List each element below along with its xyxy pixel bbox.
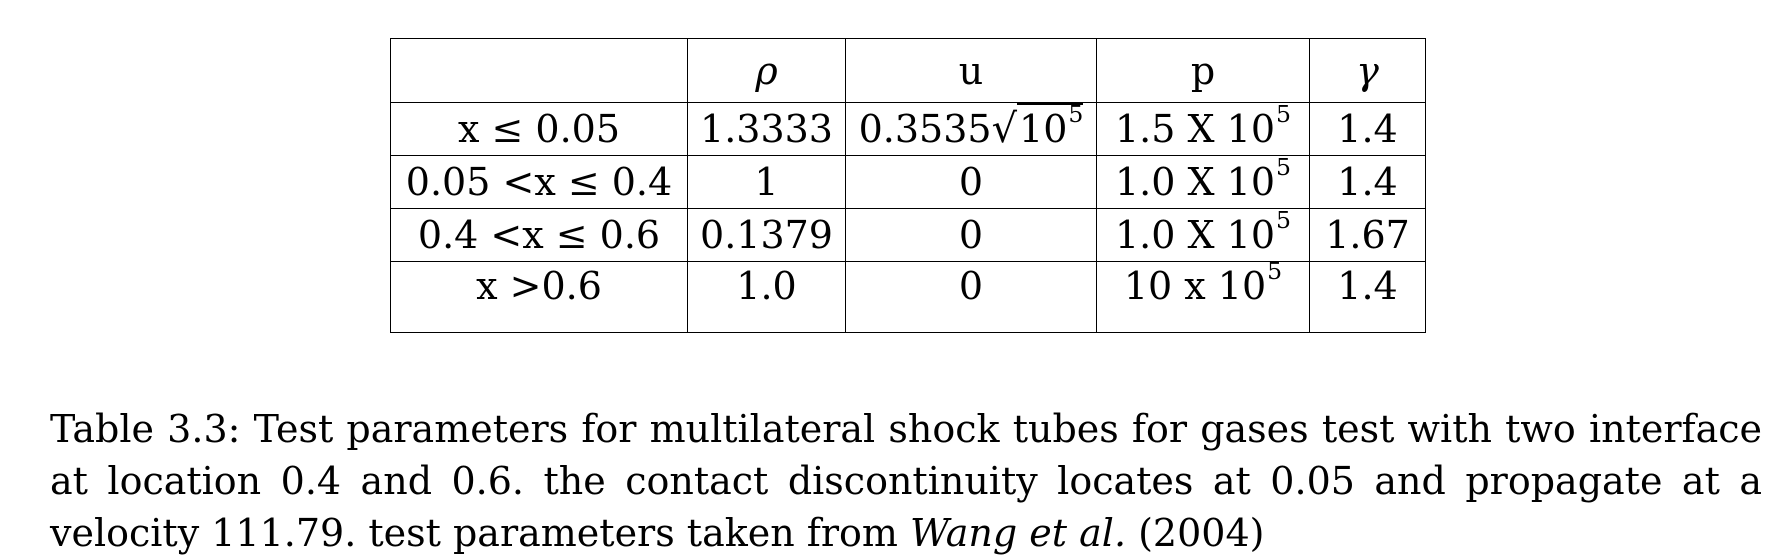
p-exponent: 5	[1276, 205, 1291, 234]
cell-u: 0	[845, 155, 1097, 209]
cell-rho: 1.0	[687, 261, 846, 333]
cell-rho: 1.3333	[687, 102, 846, 156]
cell-region: x ≤ 0.05	[390, 102, 688, 156]
cell-rho: 0.1379	[687, 208, 846, 262]
cell-p: 1.0 X 105	[1096, 205, 1310, 262]
header-rho: ρ	[687, 38, 846, 103]
table-header-row: ρ u p γ	[390, 38, 1426, 103]
p-exponent: 5	[1267, 256, 1283, 285]
p-exponent: 5	[1276, 152, 1291, 181]
table-row: x >0.6 1.0 0 10 x 105 1.4	[390, 257, 1426, 333]
p-base: 1.0 X 10	[1115, 213, 1275, 257]
p-base: 1.0 X 10	[1115, 160, 1275, 204]
table-row: 0.05 <x ≤ 0.4 1 0 1.0 X 105 1.4	[390, 152, 1426, 209]
caption-citation-authors: Wang et al.	[910, 511, 1127, 555]
cell-p: 1.5 X 105	[1096, 99, 1310, 156]
cell-rho: 1	[687, 155, 846, 209]
header-gamma: γ	[1309, 38, 1426, 103]
table-caption: Table 3.3: Test parameters for multilate…	[50, 403, 1762, 559]
test-parameters-table: ρ u p γ x ≤ 0.05 1.3333 0.3535√105 1.5 X…	[390, 38, 1426, 333]
caption-text: Table 3.3: Test parameters for multilate…	[50, 407, 1762, 555]
p-base: 1.5 X 10	[1115, 107, 1275, 151]
sqrt-symbol: √	[991, 106, 1018, 152]
u-exponent: 5	[1068, 99, 1084, 128]
cell-gamma: 1.4	[1309, 261, 1426, 333]
cell-p: 1.0 X 105	[1096, 152, 1310, 209]
cell-region: 0.4 <x ≤ 0.6	[390, 208, 688, 262]
caption-citation-year: (2004)	[1126, 511, 1265, 555]
cell-region: 0.05 <x ≤ 0.4	[390, 155, 688, 209]
p-exponent: 5	[1276, 99, 1291, 128]
cell-gamma: 1.67	[1309, 208, 1426, 262]
cell-gamma: 1.4	[1309, 102, 1426, 156]
cell-region: x >0.6	[390, 261, 688, 333]
cell-u: 0	[845, 261, 1097, 333]
header-u: u	[845, 38, 1097, 103]
table-row: 0.4 <x ≤ 0.6 0.1379 0 1.0 X 105 1.67	[390, 205, 1426, 262]
header-p: p	[1096, 38, 1310, 103]
p-base: 10 x 10	[1123, 264, 1267, 308]
header-region	[390, 38, 688, 103]
cell-gamma: 1.4	[1309, 155, 1426, 209]
u-base: 10	[1019, 107, 1068, 151]
table-row: x ≤ 0.05 1.3333 0.3535√105 1.5 X 105 1.4	[390, 99, 1426, 156]
u-coefficient: 0.3535	[858, 107, 992, 151]
cell-p: 10 x 105	[1096, 257, 1310, 333]
cell-u: 0.3535√105	[845, 99, 1097, 156]
parameters-table-container: ρ u p γ x ≤ 0.05 1.3333 0.3535√105 1.5 X…	[390, 38, 1426, 333]
cell-u: 0	[845, 208, 1097, 262]
sqrt-radicand: 105	[1017, 99, 1084, 151]
